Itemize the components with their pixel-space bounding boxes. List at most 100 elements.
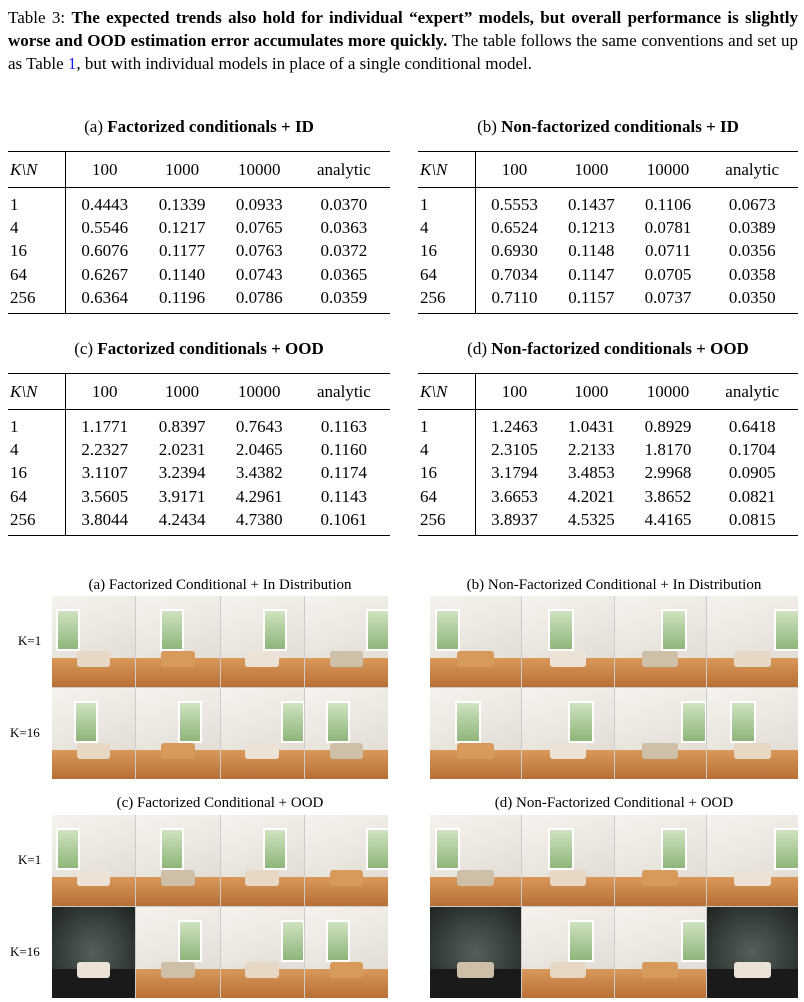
room-image	[136, 907, 220, 998]
room-image	[220, 907, 304, 998]
table-cell: 4	[418, 216, 476, 240]
sofa	[457, 961, 494, 978]
sofa	[734, 869, 771, 886]
image-grid	[52, 815, 388, 998]
window	[262, 827, 287, 870]
table-cell: 2.0465	[235, 439, 283, 459]
header-cell: 100	[92, 381, 118, 401]
table-cell: 0.0765	[235, 217, 283, 237]
sofa	[549, 869, 587, 886]
table-cell: 3.2394	[158, 463, 206, 483]
table-cell: 0.0905	[728, 463, 776, 483]
table-head: K\N 100 1000 10000 analytic	[8, 373, 390, 410]
subtable-label: (b)	[477, 117, 497, 136]
sofa	[245, 961, 279, 978]
table-cell: 1.1771	[81, 416, 129, 436]
table-ref[interactable]: 1	[67, 54, 77, 73]
table-cell: 3.6653	[491, 486, 538, 506]
table-cell: 3.4382	[235, 463, 283, 483]
window	[177, 919, 202, 962]
window	[281, 700, 304, 743]
table-cell: 0.0359	[320, 287, 368, 307]
room-image	[304, 815, 388, 906]
table-cell: 0.0358	[728, 264, 776, 284]
header-cell: 1000	[574, 381, 609, 401]
table-cell: 0.0763	[235, 241, 283, 261]
window	[262, 608, 287, 651]
header-cell: 10000	[646, 381, 690, 401]
table-cell: 3.5605	[81, 486, 129, 506]
table-cell: 2.0231	[158, 439, 206, 459]
table-cell: 256	[418, 508, 476, 536]
table-cell: 2.3105	[491, 439, 538, 459]
header-cell: K\N	[418, 151, 476, 188]
window	[56, 827, 81, 870]
room-image	[52, 688, 136, 779]
room-image	[706, 815, 798, 906]
sofa	[549, 742, 587, 759]
table-cell: 0.4443	[81, 194, 129, 214]
table-cell: 0.0705	[644, 264, 692, 284]
table-cell: 0.0786	[235, 287, 283, 307]
header-cell: 10000	[646, 159, 690, 179]
table-cell: 1	[418, 187, 476, 217]
table-cell: 0.0389	[728, 217, 776, 237]
table-head: K\N 100 1000 10000 analytic	[418, 151, 798, 188]
room-image	[52, 596, 136, 687]
sofa	[161, 742, 195, 759]
header-cell: 10000	[238, 381, 281, 401]
table-cell: 0.8929	[644, 416, 692, 436]
sofa	[329, 869, 364, 886]
table-cell: 0.5553	[491, 194, 538, 214]
image-grid	[52, 596, 388, 779]
window	[326, 700, 351, 743]
sofa	[245, 650, 279, 667]
table-cell: 1.0431	[567, 416, 615, 436]
table-cell: 0.1177	[159, 241, 206, 261]
table-cell: 4.2021	[567, 486, 615, 506]
table-cell: 1	[8, 187, 66, 217]
table-row: 1 1.1771 0.8397 0.7643 0.1163	[8, 409, 390, 439]
header-cell: 10000	[238, 159, 281, 179]
sofa	[457, 869, 494, 886]
sofa	[549, 650, 587, 667]
sofa	[329, 650, 364, 667]
table-cell: 0.1157	[568, 287, 615, 307]
table-cell: 0.6930	[491, 241, 538, 261]
room-image	[136, 596, 220, 687]
table-cell: 0.6076	[81, 241, 129, 261]
table-row: 256 3.8937 4.5325 4.4165 0.0815	[418, 508, 798, 536]
table-cell: 64	[8, 484, 66, 509]
table-cell: 0.6524	[491, 217, 538, 237]
room-image	[220, 688, 304, 779]
room-image	[614, 596, 706, 687]
window	[454, 700, 481, 743]
sofa	[457, 650, 494, 667]
window	[547, 608, 574, 651]
sofa	[641, 961, 679, 978]
window	[177, 700, 202, 743]
table-head: K\N 100 1000 10000 analytic	[418, 373, 798, 410]
subtable-caption: (c) Factorized conditionals + OOD	[8, 337, 390, 361]
table-cell: 0.1148	[568, 241, 615, 261]
table-cell: 64	[418, 484, 476, 509]
sofa	[734, 650, 771, 667]
sofa	[734, 961, 771, 978]
table-cell: 0.1196	[159, 287, 206, 307]
subtable-caption: (a) Factorized conditionals + ID	[8, 115, 390, 139]
header-cell: 1000	[574, 159, 609, 179]
table-row: 4 2.2327 2.0231 2.0465 0.1160	[8, 438, 390, 462]
room-image	[706, 907, 798, 998]
table-cell: 0.1213	[567, 217, 615, 237]
table-row: 16 0.6930 0.1148 0.0711 0.0356	[418, 239, 798, 263]
table-row: 256 3.8044 4.2434 4.7380 0.1061	[8, 508, 390, 536]
table-cell: 2.2327	[81, 439, 129, 459]
window	[366, 827, 388, 870]
table-cell: 0.1143	[320, 486, 367, 506]
header-cell: 100	[92, 159, 118, 179]
room-image	[430, 907, 522, 998]
sofa	[161, 961, 195, 978]
table-cell: 4	[8, 216, 66, 240]
header-cell: K\N	[418, 373, 476, 410]
